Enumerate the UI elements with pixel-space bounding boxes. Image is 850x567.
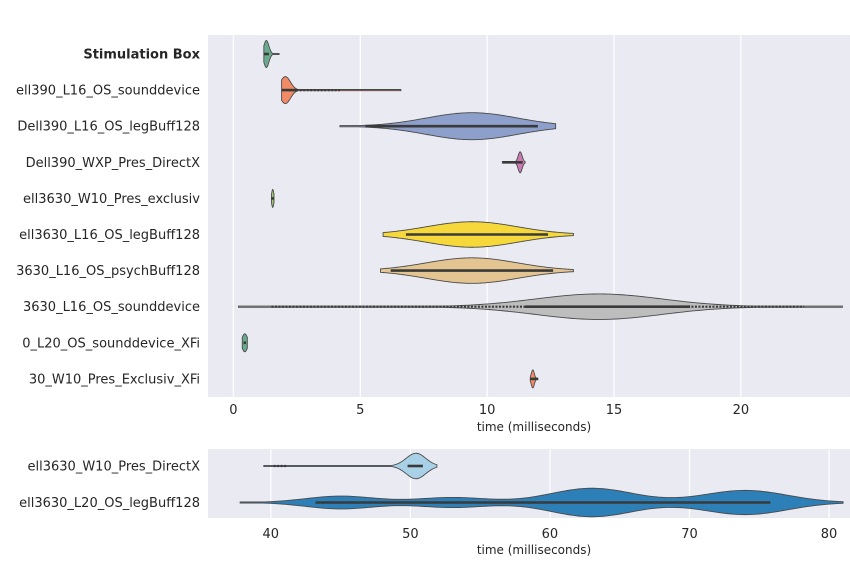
category-label: Stimulation Box xyxy=(83,48,200,63)
x-tick-label-80: 80 xyxy=(821,527,838,542)
violin-2-2: ell3630_L20_OS_legBuff128 xyxy=(19,487,844,518)
panel-1: 0 5 10 15 20 time (milliseconds) Stimulation B… xyxy=(16,35,850,434)
violin-body xyxy=(263,40,280,68)
violin-1-7: 3630_L16_OS_psychBuff128 xyxy=(16,257,574,284)
x-tick-label-10: 10 xyxy=(479,403,496,418)
violin-1-5: ell3630_W10_Pres_exclusiv xyxy=(23,188,275,208)
category-label: 30_W10_Pres_Exclusiv_XFi xyxy=(29,372,200,387)
category-label: ell390_L16_OS_sounddevice xyxy=(16,84,200,99)
violin-1-6: ell3630_L16_OS_legBuff128 xyxy=(19,221,574,248)
x-tick-label-50: 50 xyxy=(402,527,419,542)
violin-1-3: Dell390_L16_OS_legBuff128 xyxy=(17,112,557,141)
panel-2: 40 50 60 70 80 time (milliseconds) ell3630_W10… xyxy=(19,449,850,557)
violin-2-1: ell3630_W10_Pres_DirectX xyxy=(28,452,438,480)
category-label: 0_L20_OS_sounddevice_XFi xyxy=(22,336,200,351)
x-axis-label: time (milliseconds) xyxy=(477,420,591,434)
category-label: ell3630_L16_OS_legBuff128 xyxy=(19,228,200,243)
x-axis-label: time (milliseconds) xyxy=(477,543,591,557)
violin-1-8: 3630_L16_OS_sounddevice xyxy=(23,293,843,320)
x-tick-label-0: 0 xyxy=(229,403,237,418)
category-label: ell3630_L20_OS_legBuff128 xyxy=(19,496,200,511)
x-tick-label-40: 40 xyxy=(263,527,280,542)
category-label: ell3630_W10_Pres_exclusiv xyxy=(23,192,200,207)
violin-1-4: Dell390_WXP_Pres_DirectX xyxy=(26,151,526,174)
x-tick-label-20: 20 xyxy=(733,403,750,418)
category-label: Dell390_L16_OS_legBuff128 xyxy=(17,120,200,135)
violin-body xyxy=(263,452,438,480)
violin-1-9: 0_L20_OS_sounddevice_XFi xyxy=(22,333,248,353)
x-tick-label-70: 70 xyxy=(681,527,698,542)
violin-1-10: 30_W10_Pres_Exclusiv_XFi xyxy=(29,369,539,389)
violin-1-1: Stimulation Box xyxy=(83,40,280,68)
x-tick-label-15: 15 xyxy=(606,403,623,418)
category-label: ell3630_W10_Pres_DirectX xyxy=(28,460,201,475)
category-label: 3630_L16_OS_psychBuff128 xyxy=(16,264,200,279)
plot-background xyxy=(208,35,850,397)
violin-1-2: ell390_L16_OS_sounddevice xyxy=(16,76,402,105)
category-label: 3630_L16_OS_sounddevice xyxy=(23,300,200,315)
x-tick-label-5: 5 xyxy=(356,403,364,418)
x-tick-label-60: 60 xyxy=(542,527,559,542)
category-label: Dell390_WXP_Pres_DirectX xyxy=(26,156,201,171)
